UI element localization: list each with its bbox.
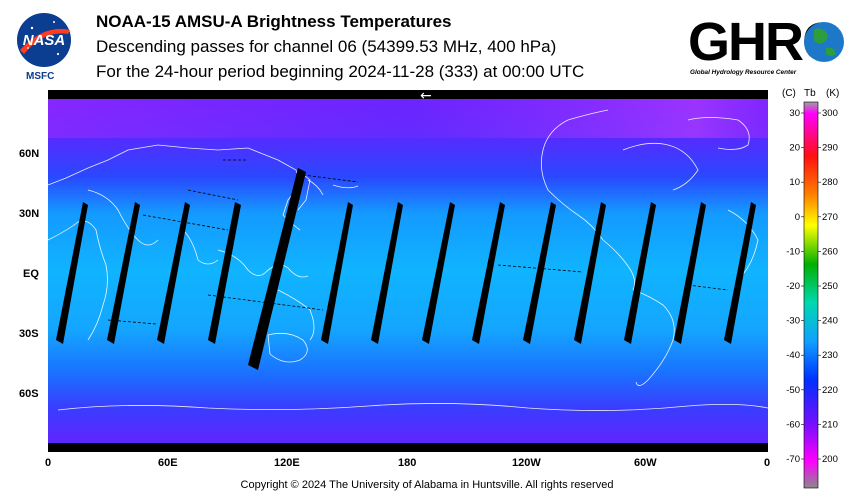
south-pole-gap xyxy=(48,443,768,452)
unit-celsius: (C) xyxy=(782,88,796,99)
orbit-gap xyxy=(371,202,403,344)
orbit-gaps xyxy=(56,168,756,370)
page-title: NOAA-15 AMSU-A Brightness Temperatures xyxy=(96,12,452,31)
lon-label-60e: 60E xyxy=(158,457,178,469)
kelvin-tick-label: 300 xyxy=(822,108,838,119)
svg-text:NASA: NASA xyxy=(23,32,66,49)
celsius-tick-label: -60 xyxy=(786,419,800,430)
orbit-gap xyxy=(724,202,756,344)
lat-label-30s: 30S xyxy=(19,328,39,340)
kelvin-tick-label: 210 xyxy=(822,419,838,430)
nasa-logo: NASA xyxy=(14,10,74,70)
orbit-gap xyxy=(523,202,556,344)
orbit-gap xyxy=(56,202,88,344)
celsius-tick-label: 30 xyxy=(789,108,800,119)
orbit-gap xyxy=(574,202,606,344)
ghrc-caption: Global Hydrology Resource Center xyxy=(690,69,797,76)
orbit-gap xyxy=(321,202,353,344)
orbit-gap xyxy=(107,202,140,344)
lon-label-60w: 60W xyxy=(634,457,657,469)
orbit-gap xyxy=(208,202,241,344)
lon-label-0-right: 0 xyxy=(764,457,771,469)
lon-label-180: 180 xyxy=(398,457,417,469)
copyright-text: Copyright © 2024 The University of Alaba… xyxy=(240,479,614,491)
brightness-temperature-map: ← xyxy=(48,90,768,452)
ghrc-logo: GHRC Global Hydrology Resource Center xyxy=(686,8,850,78)
lon-label-0: 0 xyxy=(45,457,52,469)
celsius-tick-label: -10 xyxy=(786,246,800,257)
celsius-tick-label: -40 xyxy=(786,350,800,361)
dateline-arrow: ← xyxy=(420,90,432,104)
orbit-gap xyxy=(248,168,306,370)
period-subtitle: For the 24-hour period beginning 2024-11… xyxy=(96,62,585,81)
temperature-field xyxy=(48,90,768,452)
kelvin-tick-label: 270 xyxy=(822,212,838,223)
kelvin-tick-label: 220 xyxy=(822,385,838,396)
colorbar-ticks: 300 290 280 270 260 250 240 230 220 210 200 30 20 10 0… xyxy=(786,108,838,465)
lat-label-30n: 30N xyxy=(19,208,40,220)
kelvin-tick-label: 290 xyxy=(822,143,838,154)
unit-tb: Tb xyxy=(804,88,816,99)
kelvin-tick-label: 200 xyxy=(822,454,838,465)
msfc-caption: MSFC xyxy=(26,71,55,82)
lat-label-60n: 60N xyxy=(19,148,40,160)
celsius-tick-label: -50 xyxy=(786,385,800,396)
celsius-tick-label: -20 xyxy=(786,281,800,292)
orbit-gap xyxy=(624,202,656,344)
lon-label-120e: 120E xyxy=(274,457,300,469)
kelvin-tick-label: 230 xyxy=(822,350,838,361)
orbit-gap xyxy=(157,202,190,344)
colorbar-gradient xyxy=(803,101,819,489)
temperature-colorbar: (C) Tb (K) 30029028027026025024023022021… xyxy=(782,88,839,489)
orbit-gap xyxy=(472,202,505,344)
north-pole-gap xyxy=(48,90,768,99)
lon-label-120w: 120W xyxy=(512,457,541,469)
unit-kelvin: (K) xyxy=(826,88,839,99)
orbit-gap xyxy=(674,202,706,344)
scan-edge-lines xyxy=(107,159,729,325)
channel-subtitle: Descending passes for channel 06 (54399.… xyxy=(96,37,557,56)
kelvin-tick-label: 260 xyxy=(822,246,838,257)
celsius-tick-label: -70 xyxy=(786,454,800,465)
celsius-tick-label: 10 xyxy=(789,177,800,188)
polar-cold-band xyxy=(48,98,768,138)
lat-label-eq: EQ xyxy=(23,268,39,280)
kelvin-tick-label: 250 xyxy=(822,281,838,292)
celsius-tick-label: 20 xyxy=(789,143,800,154)
coastlines xyxy=(48,109,768,411)
celsius-tick-label: 0 xyxy=(795,212,800,223)
kelvin-tick-label: 240 xyxy=(822,316,838,327)
orbit-gap xyxy=(422,202,455,344)
kelvin-tick-label: 280 xyxy=(822,177,838,188)
celsius-tick-label: -30 xyxy=(786,316,800,327)
lat-label-60s: 60S xyxy=(19,388,39,400)
